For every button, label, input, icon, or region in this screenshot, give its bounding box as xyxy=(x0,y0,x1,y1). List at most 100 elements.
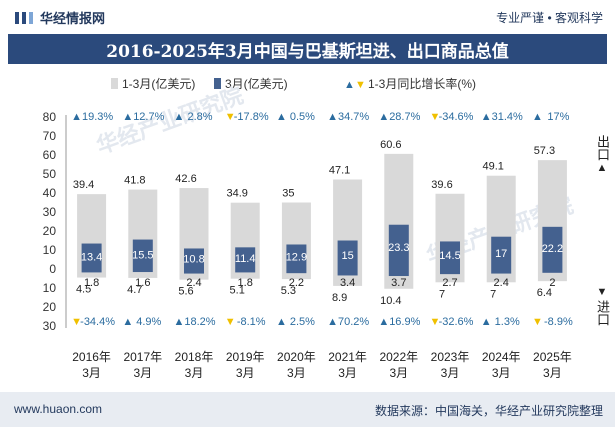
y-tick-label: 20 xyxy=(43,224,57,238)
export-ytd-label: 41.8 xyxy=(124,175,145,187)
x-tick-label-year: 2019年 xyxy=(226,350,265,364)
y-tick-label: 30 xyxy=(43,319,57,333)
import-month-label: 2.4 xyxy=(186,277,201,289)
x-tick-label-year: 2023年 xyxy=(431,350,470,364)
export-growth-label: -17.8% xyxy=(234,111,269,123)
export-growth-arrow: ▼ xyxy=(225,111,236,123)
import-growth-arrow: ▲ xyxy=(378,316,389,328)
import-growth-label: 18.2% xyxy=(184,316,215,328)
export-month-bar xyxy=(286,244,307,269)
export-month-bar xyxy=(132,239,153,269)
import-growth-label: -32.6% xyxy=(439,316,474,328)
y-tick-label: 60 xyxy=(43,148,57,162)
export-growth-arrow: ▼ xyxy=(430,111,441,123)
legend-ytd-label: 1-3月(亿美元) xyxy=(122,76,195,91)
export-growth-arrow: ▲ xyxy=(327,111,338,123)
x-tick-label-year: 2020年 xyxy=(277,350,316,364)
import-month-label: 2.2 xyxy=(289,277,304,289)
import-growth-arrow: ▼ xyxy=(225,316,236,328)
top-bar: 华经情报网 专业严谨 • 客观科学 xyxy=(0,0,615,34)
export-growth-arrow: ▲ xyxy=(532,111,543,123)
import-growth-arrow: ▲ xyxy=(481,316,492,328)
export-ytd-label: 60.6 xyxy=(380,139,401,151)
y-tick-label: 10 xyxy=(43,281,57,295)
import-growth-arrow: ▲ xyxy=(174,316,185,328)
export-ytd-label: 39.4 xyxy=(73,179,94,191)
export-growth-label: 31.4% xyxy=(492,111,523,123)
export-month-label: 23.3 xyxy=(388,242,409,254)
import-side-label: ▼ 进口 xyxy=(595,285,610,326)
import-month-bar xyxy=(235,269,256,273)
import-growth-arrow: ▲ xyxy=(327,316,338,328)
x-tick-label-month: 3月 xyxy=(185,366,204,380)
watermark: 华经产业研究院 xyxy=(93,83,246,159)
x-tick-label-month: 3月 xyxy=(236,366,255,380)
import-month-label: 1.8 xyxy=(238,277,253,289)
export-ytd-label: 34.9 xyxy=(226,188,247,200)
export-month-label: 14.5 xyxy=(439,250,460,262)
export-month-bar xyxy=(491,236,512,269)
import-ytd-label: 5.1 xyxy=(230,285,245,297)
export-month-label: 13.4 xyxy=(81,251,102,263)
import-month-bar xyxy=(388,269,409,277)
import-growth-label: 1.3% xyxy=(495,316,520,328)
export-growth-label: -34.6% xyxy=(439,111,474,123)
import-growth-label: 2.5% xyxy=(290,316,315,328)
x-tick-label-month: 3月 xyxy=(441,366,460,380)
legend-up-triangle-icon: ▲ xyxy=(344,79,355,91)
import-month-bar xyxy=(184,269,204,274)
brand-name: 华经情报网 xyxy=(40,11,106,26)
import-ytd-bar xyxy=(179,269,209,280)
x-tick-label-year: 2022年 xyxy=(379,350,418,364)
import-month-label: 3.7 xyxy=(391,277,406,289)
x-tick-label-month: 3月 xyxy=(82,366,101,380)
import-month-label: 3.4 xyxy=(340,277,355,289)
import-ytd-label: 10.4 xyxy=(380,295,401,307)
import-month-label: 1.6 xyxy=(135,277,150,289)
export-month-label: 10.8 xyxy=(183,254,204,266)
x-tick-label-month: 3月 xyxy=(543,366,562,380)
chart-title: 2016-2025年3月中国与巴基斯坦进、出口商品总值 xyxy=(8,34,607,64)
legend-growth-label: 1-3月同比增长率(%) xyxy=(368,76,476,91)
brand: 华经情报网 xyxy=(14,8,105,27)
export-month-bar xyxy=(337,240,358,269)
x-tick-label-year: 2021年 xyxy=(328,350,367,364)
y-tick-label: 20 xyxy=(43,300,57,314)
export-growth-arrow: ▲ xyxy=(276,111,287,123)
export-month-bar xyxy=(235,247,256,269)
import-ytd-label: 7 xyxy=(490,288,496,300)
up-triangle-icon: ▲ xyxy=(596,162,608,174)
import-month-bar xyxy=(440,269,460,275)
import-month-bar xyxy=(286,269,307,274)
import-month-label: 2.7 xyxy=(442,277,457,289)
import-growth-label: 4.9% xyxy=(136,316,161,328)
import-month-label: 2.4 xyxy=(494,277,509,289)
import-ytd-label: 5.3 xyxy=(281,285,296,297)
footer: www.huaon.com 数据来源：中国海关，华经产业研究院整理 xyxy=(0,392,615,427)
import-month-bar xyxy=(132,269,153,273)
legend-down-triangle-icon: ▼ xyxy=(355,79,366,91)
import-growth-label: 16.9% xyxy=(389,316,420,328)
x-tick-label-year: 2025年 xyxy=(533,350,572,364)
import-growth-label: -34.4% xyxy=(80,316,115,328)
x-tick-label-month: 3月 xyxy=(492,366,511,380)
export-growth-arrow: ▲ xyxy=(122,111,133,123)
import-month-bar xyxy=(81,269,102,273)
export-month-label: 22.2 xyxy=(542,243,563,255)
export-growth-label: 34.7% xyxy=(338,111,369,123)
legend-ytd-swatch xyxy=(111,78,118,89)
export-month-bar xyxy=(81,243,102,269)
import-growth-label: 70.2% xyxy=(338,316,369,328)
x-tick-label-month: 3月 xyxy=(338,366,357,380)
export-growth-arrow: ▲ xyxy=(174,111,185,123)
y-tick-label: 30 xyxy=(43,205,57,219)
legend-month-label: 3月(亿美元) xyxy=(225,76,288,91)
export-ytd-label: 57.3 xyxy=(534,145,555,157)
tagline: 专业严谨 • 客观科学 xyxy=(496,11,603,25)
import-ytd-bar xyxy=(230,269,260,279)
x-tick-label-year: 2017年 xyxy=(123,350,162,364)
import-label-text: 进口 xyxy=(595,300,610,326)
export-month-bar xyxy=(184,248,204,269)
export-growth-label: 0.5% xyxy=(290,111,315,123)
x-tick-label-year: 2016年 xyxy=(72,350,111,364)
